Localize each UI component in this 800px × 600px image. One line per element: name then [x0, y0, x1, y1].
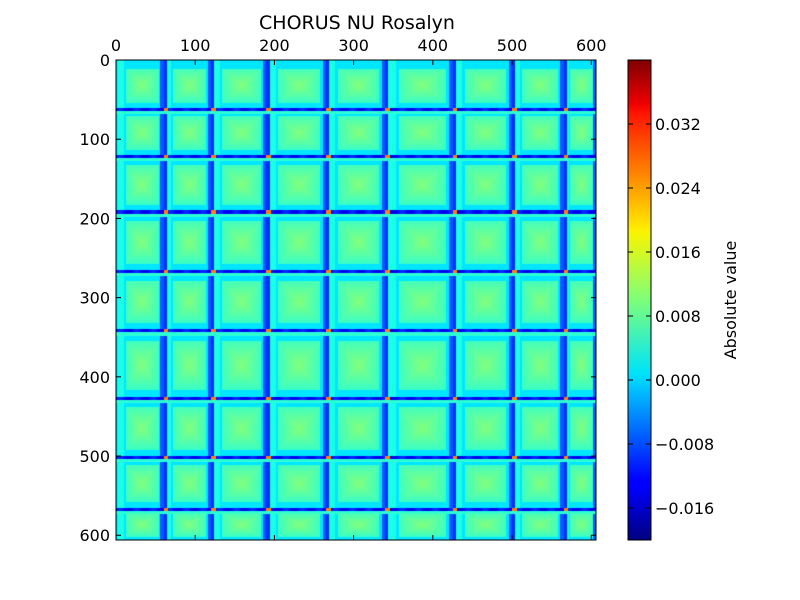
chart-title: CHORUS NU Rosalyn	[259, 12, 455, 34]
heatmap-area	[115, 59, 597, 541]
y-tick-label: 100	[79, 130, 110, 149]
y-tick-label: 300	[79, 289, 110, 308]
y-tick-label: 500	[79, 447, 110, 466]
colorbar-tick-label: 0.016	[655, 243, 701, 262]
colorbar-tick-label: 0.032	[655, 115, 701, 134]
colorbar-tick-label: −0.008	[655, 435, 714, 454]
colorbar-tick-label: 0.000	[655, 371, 701, 390]
y-tick-label: 200	[79, 209, 110, 228]
heatmap-image	[116, 60, 596, 540]
x-axis: 0 100 200 300 400 500 600	[111, 36, 607, 540]
x-tick-label: 0	[111, 36, 121, 55]
y-tick-label: 400	[79, 368, 110, 387]
colorbar-tick-label: −0.016	[655, 499, 714, 518]
colorbar-tick-label: 0.024	[655, 179, 701, 198]
plot-frame	[115, 59, 597, 541]
y-tick-label: 600	[79, 526, 110, 545]
colorbar-gradient	[628, 60, 651, 540]
colorbar-tick-label: 0.008	[655, 307, 701, 326]
y-tick-label: 0	[100, 51, 110, 70]
x-tick-label: 600	[576, 36, 607, 55]
colorbar-frame	[627, 59, 652, 541]
x-tick-label: 300	[338, 36, 369, 55]
colorbar-ticks: −0.016 −0.008 0.000 0.008 0.016 0.024 0.032	[628, 115, 714, 518]
x-tick-label: 500	[497, 36, 528, 55]
x-tick-label: 100	[180, 36, 211, 55]
x-tick-label: 400	[418, 36, 449, 55]
colorbar: −0.016 −0.008 0.000 0.008 0.016 0.024 0.032 Ab…	[627, 59, 740, 541]
colorbar-label: Absolute value	[721, 241, 740, 360]
x-tick-label: 200	[259, 36, 290, 55]
y-axis: 0 100 200 300 400 500 600	[79, 51, 596, 545]
